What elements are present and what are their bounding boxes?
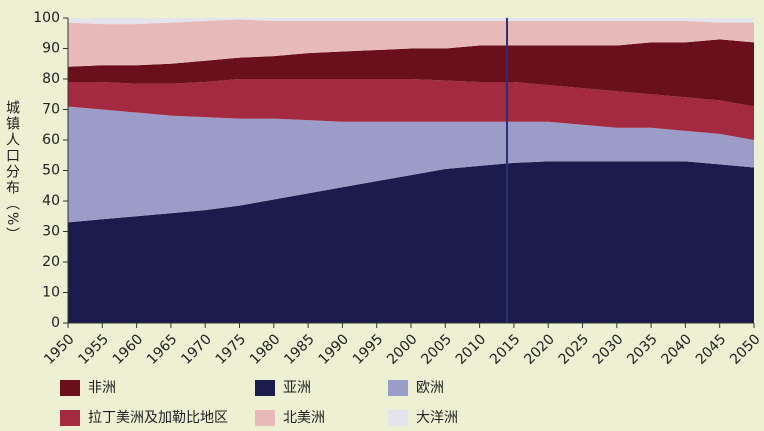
x-tick-label: 1985	[281, 331, 318, 368]
x-tick-label: 2015	[487, 331, 524, 368]
y-tick-label: 60	[42, 132, 60, 148]
legend-label: 大洋洲	[416, 410, 458, 426]
x-tick-label: 1990	[316, 331, 353, 368]
x-tick-label: 1960	[110, 331, 147, 368]
legend-label: 亚洲	[283, 380, 311, 396]
y-tick-label: 0	[51, 315, 60, 331]
y-tick-label: 90	[42, 41, 60, 57]
y-tick-label: 40	[42, 193, 60, 209]
x-tick-label: 2010	[453, 331, 490, 368]
legend-swatch	[388, 380, 408, 396]
area	[68, 18, 754, 25]
y-tick-label: 80	[42, 71, 60, 87]
x-tick-label: 1950	[41, 331, 78, 368]
x-tick-label: 2000	[384, 331, 421, 368]
legend-label: 拉丁美洲及加勒比地区	[88, 410, 228, 426]
area	[68, 19, 754, 67]
x-tick-label: 2030	[590, 331, 627, 368]
area	[68, 79, 754, 140]
x-tick-label: 1995	[350, 331, 387, 368]
x-tick-label: 1965	[144, 331, 181, 368]
y-tick-label: 20	[42, 254, 60, 270]
y-tick-label: 50	[42, 163, 60, 179]
area	[68, 161, 754, 323]
legend-label: 非洲	[88, 380, 116, 396]
x-tick-label: 2035	[624, 331, 661, 368]
y-tick-label: 30	[42, 224, 60, 240]
x-tick-label: 2005	[418, 331, 455, 368]
legend-swatch	[255, 380, 275, 396]
y-tick-label: 70	[42, 102, 60, 118]
y-tick-label: 100	[33, 10, 60, 26]
y-tick-label: 10	[42, 285, 60, 301]
x-tick-label: 2025	[556, 331, 593, 368]
x-tick-label: 2040	[659, 331, 696, 368]
x-tick-label: 1980	[247, 331, 284, 368]
x-tick-label: 2050	[727, 331, 764, 368]
area	[68, 106, 754, 223]
x-tick-label: 2020	[521, 331, 558, 368]
legend-swatch	[388, 410, 408, 426]
legend-swatch	[255, 410, 275, 426]
legend-swatch	[60, 410, 80, 426]
x-tick-label: 1975	[213, 331, 250, 368]
x-tick-label: 1955	[75, 331, 112, 368]
legend-swatch	[60, 380, 80, 396]
legend-label: 北美洲	[283, 410, 325, 426]
y-axis-label: 城镇人口分布（%）	[4, 100, 20, 244]
legend-label: 欧洲	[416, 380, 444, 396]
x-tick-label: 2045	[693, 331, 730, 368]
area	[68, 39, 754, 107]
x-tick-label: 1970	[178, 331, 215, 368]
